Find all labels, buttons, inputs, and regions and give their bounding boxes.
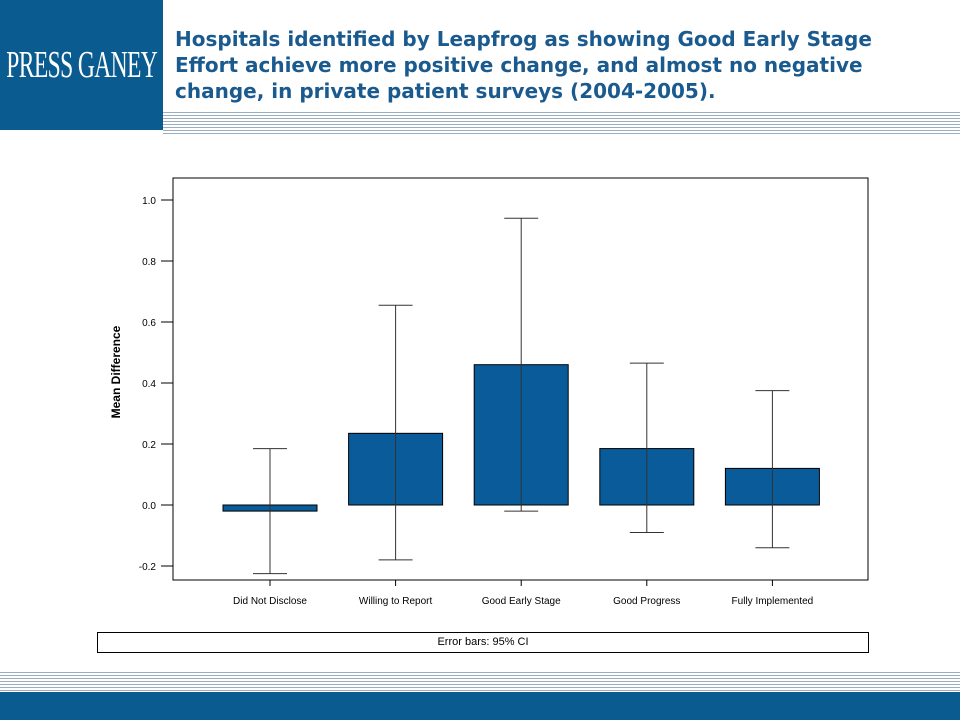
plot-frame xyxy=(172,177,869,581)
press-ganey-logo: PRESS GANEY xyxy=(0,0,163,130)
y-tick-label: 0.2 xyxy=(142,440,156,451)
y-tick-label: 1.0 xyxy=(142,196,156,207)
footer-bar xyxy=(0,692,960,720)
y-tick-label: 0.0 xyxy=(142,501,156,512)
y-tick-label: 0.4 xyxy=(142,379,156,390)
x-tick-label: Good Progress xyxy=(613,596,680,607)
logo-text: PRESS GANEY xyxy=(6,44,158,86)
page-title: Hospitals identified by Leapfrog as show… xyxy=(175,27,872,103)
x-tick-label: Willing to Report xyxy=(359,596,433,607)
x-tick-label: Good Early Stage xyxy=(482,596,561,607)
chart-footnote: Error bars: 95% CI xyxy=(97,632,869,653)
y-axis-label: Mean Difference xyxy=(109,325,123,418)
y-tick-label: 0.8 xyxy=(142,257,156,268)
y-tick-label: -0.2 xyxy=(139,562,157,573)
x-tick-label: Did Not Disclose xyxy=(233,596,307,607)
y-tick-label: 0.6 xyxy=(142,318,156,329)
footer-divider-stripes xyxy=(0,672,960,692)
header-divider-stripes xyxy=(163,112,960,134)
x-tick-label: Fully Implemented xyxy=(732,596,814,607)
